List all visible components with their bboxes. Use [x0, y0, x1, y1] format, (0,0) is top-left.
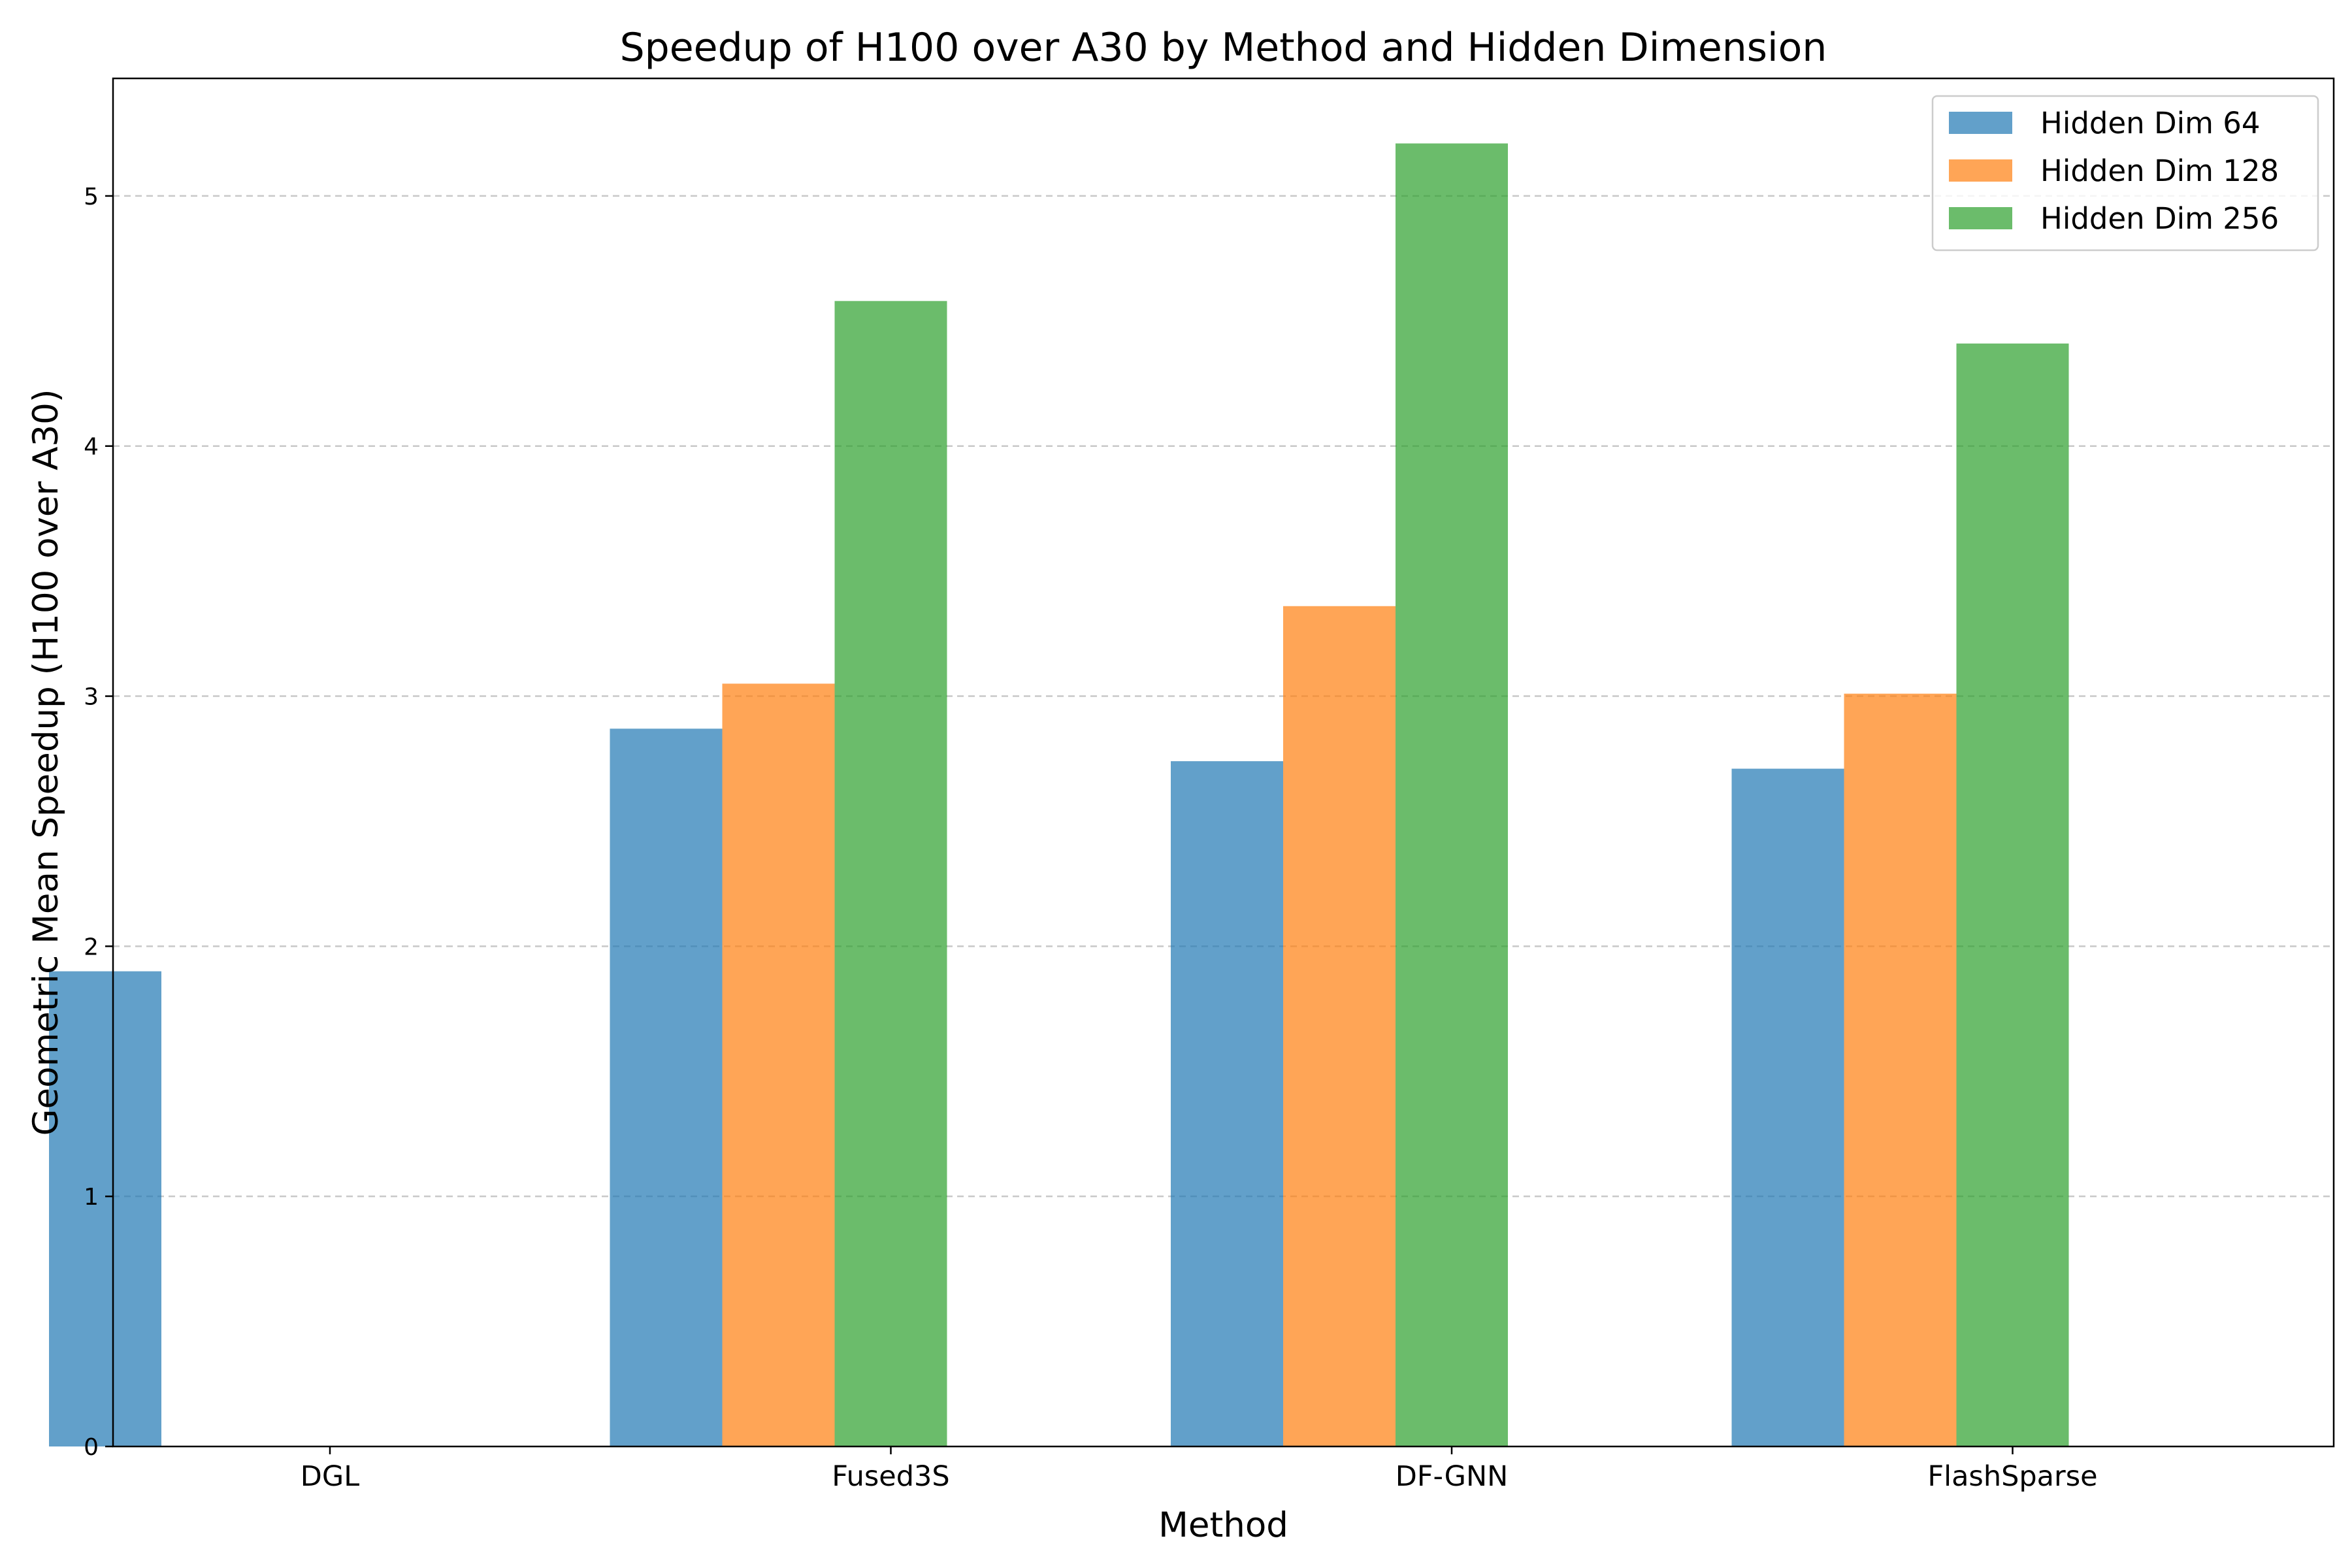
legend-items: Hidden Dim 64 Hidden Dim 128 Hidden Dim 25…	[1949, 106, 2279, 236]
bar	[1283, 606, 1396, 1446]
bar	[1844, 693, 1957, 1446]
y-tick-label: 1	[84, 1184, 99, 1211]
plot-frame	[112, 77, 2335, 1448]
legend-label: Hidden Dim 64	[2040, 106, 2261, 140]
x-ticks: DGL Fused3S DF-GNN FlashSparse	[301, 1446, 2098, 1493]
y-tick-label: 5	[84, 184, 99, 210]
x-tick-label: FlashSparse	[1927, 1460, 2097, 1493]
legend-label: Hidden Dim 256	[2040, 201, 2279, 236]
x-axis-label: Method	[1158, 1505, 1288, 1545]
y-tick-label: 4	[84, 434, 99, 461]
x-tick-label: Fused3S	[832, 1460, 949, 1493]
bar	[49, 971, 161, 1446]
y-ticks: 0 1 2 3 4 5	[84, 184, 113, 1461]
legend-swatch	[1949, 207, 2012, 229]
y-tick-label: 0	[84, 1434, 99, 1461]
bar	[610, 728, 723, 1446]
bar	[722, 683, 835, 1446]
y-tick-label: 3	[84, 684, 99, 711]
bar	[1956, 343, 2069, 1446]
x-tick-label: DGL	[301, 1460, 359, 1493]
legend-label: Hidden Dim 128	[2040, 154, 2279, 188]
legend-box	[1931, 95, 2319, 252]
bar	[1171, 761, 1283, 1446]
bars-layer	[49, 143, 2069, 1447]
legend: Hidden Dim 64 Hidden Dim 128 Hidden Dim 25…	[1931, 95, 2319, 252]
grid-layer	[113, 195, 2334, 1198]
legend-swatch	[1949, 159, 2012, 182]
bar	[834, 301, 947, 1446]
chart-title: Speedup of H100 over A30 by Method and H…	[620, 25, 1827, 71]
bar	[1731, 768, 1844, 1446]
bar	[1396, 143, 1508, 1447]
legend-swatch	[1949, 112, 2012, 134]
y-axis-label: Geometric Mean Speedup (H100 over A30)	[26, 389, 66, 1135]
x-tick-label: DF-GNN	[1396, 1460, 1509, 1493]
y-tick-label: 2	[84, 934, 99, 960]
